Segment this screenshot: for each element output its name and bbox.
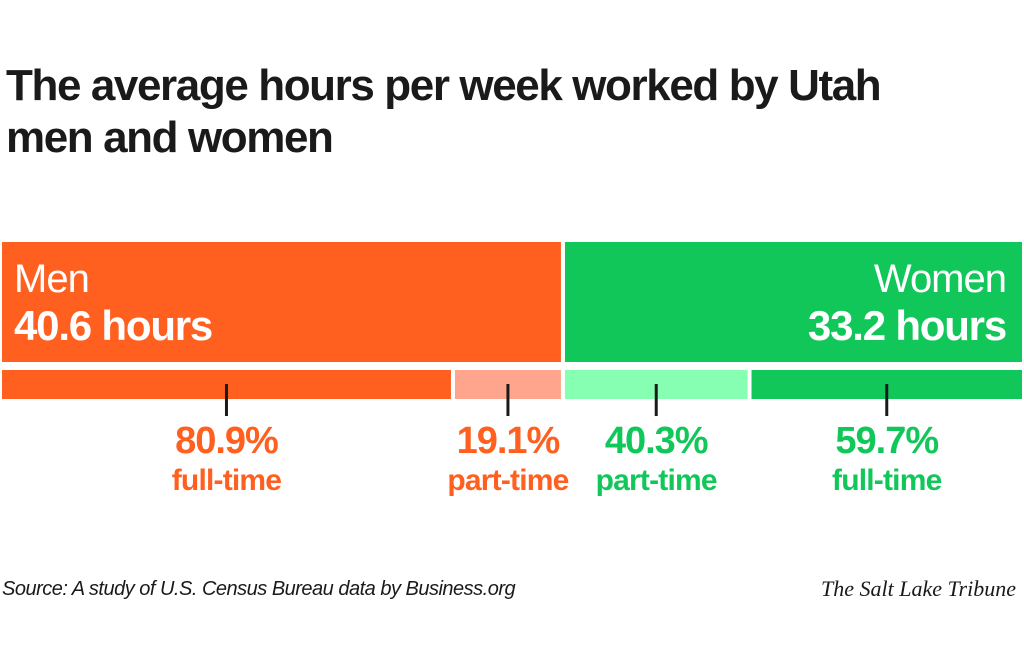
bar-value-men: 40.6 hours <box>14 302 212 349</box>
bar-women <box>564 242 1022 362</box>
segment-label-men-full-time: full-time <box>172 464 282 497</box>
segment-percent-men-part-time: 19.1% <box>457 420 560 462</box>
bar-value-women: 33.2 hours <box>808 302 1006 349</box>
bar-men <box>2 242 561 362</box>
segment-label-women-full-time: full-time <box>832 464 942 497</box>
source-note: Source: A study of U.S. Census Bureau da… <box>2 578 516 600</box>
segment-label-men-part-time: part-time <box>447 464 568 497</box>
bar-label-men: Men <box>14 257 89 301</box>
segment-percent-men-full-time: 80.9% <box>175 420 278 462</box>
segment-percent-women-full-time: 59.7% <box>835 420 938 462</box>
segment-percent-women-part-time: 40.3% <box>605 420 708 462</box>
publisher-credit: The Salt Lake Tribune <box>821 576 1016 601</box>
segment-label-women-part-time: part-time <box>596 464 717 497</box>
bar-label-women: Women <box>874 257 1006 301</box>
chart-title: The average hours per week worked by Uta… <box>6 61 882 162</box>
